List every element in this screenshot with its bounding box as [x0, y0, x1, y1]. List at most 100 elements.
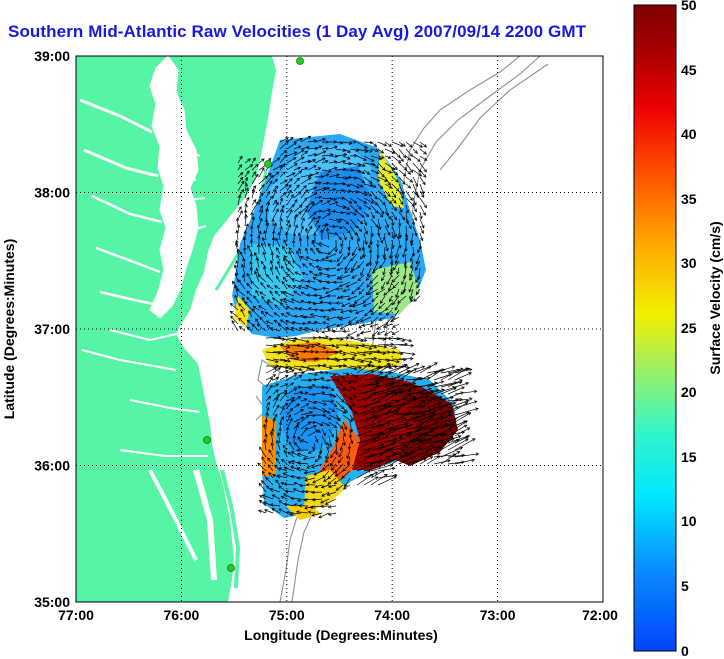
velocity-arrow — [356, 395, 373, 402]
velocity-arrow — [286, 373, 297, 381]
velocity-arrowhead — [291, 203, 295, 208]
velocity-arrowhead — [341, 475, 346, 479]
velocity-arrow — [377, 183, 383, 189]
velocity-arrow — [237, 180, 245, 192]
velocity-arrow — [301, 323, 309, 325]
velocity-arrowhead — [280, 265, 285, 270]
velocity-arrowhead — [418, 173, 423, 177]
velocity-arrow — [309, 262, 316, 269]
velocity-arrow — [405, 176, 413, 183]
velocity-arrow — [321, 169, 332, 172]
velocity-arrowhead — [373, 143, 378, 147]
velocity-arrowhead — [385, 247, 389, 252]
velocity-arrow — [262, 237, 267, 248]
velocity-arrow — [363, 379, 379, 388]
velocity-arrowhead — [338, 284, 343, 288]
velocity-arrowhead — [256, 224, 261, 229]
velocity-arrow — [238, 303, 246, 311]
velocity-arrow — [315, 259, 323, 262]
velocity-arrow — [348, 442, 351, 450]
velocity-arrowhead — [429, 416, 434, 420]
velocity-arrowhead — [388, 371, 393, 375]
velocity-arrowhead — [256, 243, 261, 248]
velocity-arrow — [384, 204, 389, 216]
velocity-arrow — [254, 271, 260, 283]
velocity-arrowhead — [419, 425, 424, 429]
velocity-arrowhead — [339, 349, 343, 354]
velocity-arrow — [307, 153, 317, 157]
velocity-arrow — [384, 392, 398, 402]
velocity-arrow — [279, 209, 284, 220]
velocity-arrow — [300, 256, 309, 262]
velocity-arrowhead — [299, 483, 303, 488]
velocity-arrow — [340, 442, 344, 451]
velocity-arrow — [356, 337, 367, 342]
velocity-arrow — [346, 449, 351, 459]
velocity-arrow — [398, 141, 406, 147]
velocity-arrowhead — [360, 272, 364, 277]
velocity-arrowhead — [289, 178, 293, 182]
velocity-arrowhead — [321, 493, 325, 497]
velocity-arrowhead — [293, 373, 298, 377]
velocity-arrowhead — [286, 435, 290, 439]
velocity-arrow — [419, 155, 428, 161]
velocity-arrowhead — [351, 356, 356, 361]
velocity-arrow — [412, 197, 417, 206]
velocity-arrow — [377, 162, 386, 171]
velocity-arrow — [386, 274, 393, 285]
velocity-arrow — [391, 148, 401, 158]
velocity-arrow — [300, 226, 304, 234]
velocity-arrowhead — [287, 284, 291, 288]
velocity-arrow — [234, 295, 239, 304]
velocity-arrow — [319, 301, 330, 304]
velocity-arrow — [279, 390, 288, 395]
velocity-arrow — [363, 148, 373, 153]
velocity-arrowhead — [306, 465, 310, 469]
velocity-arrowhead — [367, 292, 371, 296]
velocity-arrowhead — [330, 307, 335, 311]
velocity-arrowhead — [246, 196, 250, 201]
velocity-arrow — [286, 312, 295, 318]
velocity-arrow — [258, 175, 268, 185]
velocity-arrowhead — [404, 234, 409, 239]
velocity-arrow — [265, 180, 273, 192]
velocity-arrow — [265, 344, 277, 347]
velocity-arrow — [236, 230, 239, 241]
velocity-arrowhead — [345, 221, 350, 225]
velocity-arrow — [349, 407, 357, 414]
velocity-arrowhead — [341, 375, 346, 379]
velocity-arrow — [392, 274, 400, 283]
velocity-arrow — [370, 474, 388, 486]
velocity-arrow — [338, 449, 344, 457]
velocity-arrowhead — [408, 225, 412, 230]
velocity-arrow — [321, 491, 330, 497]
velocity-arrowhead — [296, 421, 300, 426]
velocity-arrowhead — [311, 202, 315, 207]
velocity-arrow — [447, 386, 465, 395]
velocity-arrow — [328, 201, 339, 206]
velocity-arrow — [300, 160, 311, 164]
velocity-arrow — [236, 260, 239, 269]
velocity-arrow — [321, 147, 329, 150]
velocity-arrowhead — [290, 194, 294, 198]
velocity-arrow — [335, 168, 346, 171]
velocity-arrowhead — [298, 237, 303, 241]
velocity-arrow — [297, 498, 309, 502]
velocity-arrowhead — [324, 159, 329, 164]
velocity-arrow — [264, 230, 267, 241]
velocity-arrow — [419, 395, 438, 409]
velocity-arrowhead — [310, 201, 315, 205]
velocity-arrowhead — [388, 170, 393, 174]
velocity-arrowhead — [387, 409, 392, 413]
velocity-arrowhead — [400, 191, 405, 195]
velocity-arrowhead — [266, 406, 270, 411]
velocity-arrow — [270, 260, 274, 269]
velocity-arrow — [404, 253, 407, 266]
velocity-arrowhead — [249, 233, 254, 237]
velocity-arrowhead — [277, 367, 281, 371]
velocity-arrow — [342, 176, 352, 178]
velocity-arrowhead — [315, 429, 319, 433]
velocity-arrowhead — [400, 378, 405, 382]
velocity-arrowhead — [368, 346, 373, 350]
velocity-arrowhead — [306, 339, 310, 344]
